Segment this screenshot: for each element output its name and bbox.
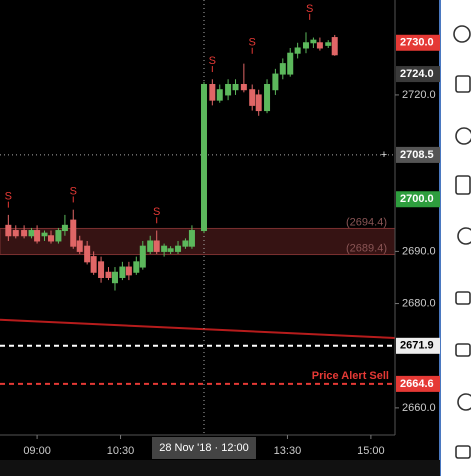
candle-body — [84, 245, 91, 263]
candle-body — [216, 89, 223, 101]
calendar-icon[interactable] — [455, 175, 471, 195]
price-badge — [396, 191, 440, 208]
candle-body — [287, 52, 294, 75]
candle-body — [34, 230, 41, 242]
y-tick-label: 2660.0 — [402, 402, 436, 414]
candle-body — [133, 261, 140, 273]
x-tick-label: 09:00 — [23, 445, 51, 457]
alert-label: Price Alert Sell — [312, 370, 389, 382]
signal-label: S — [306, 3, 313, 15]
candle-body — [249, 89, 256, 106]
price-badge-label: 2700.0 — [400, 193, 434, 205]
x-tick-label: 13:30 — [274, 445, 302, 457]
alarm-icon[interactable] — [453, 25, 471, 43]
candle-body — [139, 245, 146, 268]
signal-label: S — [209, 55, 216, 67]
candle-body — [310, 39, 317, 44]
toolbar — [440, 0, 471, 476]
candle-body — [272, 73, 279, 91]
candle-body — [316, 42, 323, 49]
candle-body — [279, 63, 286, 75]
price-badge-label: 2724.0 — [400, 68, 434, 80]
candle-body — [225, 83, 232, 96]
crosshair-y-badge — [396, 146, 440, 163]
candle-body — [209, 83, 216, 101]
signal-label: S — [153, 206, 160, 218]
plot-area — [0, 0, 396, 435]
crosshair-x-badge — [151, 437, 256, 459]
x-tick-label: 10:30 — [107, 445, 135, 457]
candle-body — [47, 235, 54, 242]
candle-body — [325, 42, 332, 46]
y-tick-label: 2680.0 — [402, 297, 436, 309]
candle-body — [153, 240, 160, 252]
zone-top-label: (2694.4) — [346, 216, 387, 228]
pie-icon[interactable] — [455, 127, 471, 145]
price-badge — [396, 375, 440, 392]
candle-body — [147, 240, 154, 252]
signal-label: S — [70, 185, 77, 197]
candle-body — [240, 83, 247, 91]
candle-body — [98, 261, 105, 278]
trend-line — [0, 318, 396, 339]
price-badge — [396, 66, 440, 83]
candle-body — [21, 230, 28, 237]
candle-body — [61, 224, 68, 232]
candle-body — [255, 94, 262, 112]
zone — [0, 227, 396, 256]
signal-label: S — [5, 191, 12, 203]
candle-body — [232, 83, 239, 91]
message-icon[interactable] — [455, 343, 471, 357]
candle-body — [70, 219, 77, 247]
broadcast-icon[interactable] — [457, 393, 471, 411]
candle-body — [302, 42, 309, 49]
candle-body — [119, 266, 126, 278]
crosshair-plus: + — [381, 149, 387, 161]
candle-body — [76, 240, 83, 252]
y-tick-label: 2690.0 — [402, 245, 436, 257]
price-badge-label: 2671.9 — [400, 340, 434, 352]
candle-body — [90, 256, 97, 273]
candle-body — [41, 232, 48, 237]
signal-label: S — [249, 37, 256, 49]
candle-body — [294, 47, 301, 54]
candle-body — [12, 230, 19, 237]
candle-body — [167, 248, 174, 252]
x-tick-label: 15:00 — [357, 445, 385, 457]
candle-body — [5, 224, 12, 237]
crosshair-x-label: 28 Nov '18 · 12:00 — [159, 442, 249, 454]
candle-body — [111, 271, 118, 284]
candle-body — [125, 266, 132, 276]
price-badge-label: 2664.6 — [400, 378, 434, 390]
help-icon[interactable] — [455, 445, 471, 459]
idea-icon[interactable] — [457, 227, 471, 245]
candle-body — [182, 240, 189, 247]
list-icon[interactable] — [455, 75, 471, 93]
candle-body — [264, 83, 271, 112]
candle-body — [28, 230, 35, 237]
candle-body — [188, 230, 195, 247]
y-tick-label: 2720.0 — [402, 89, 436, 101]
toolbar-icons — [453, 25, 471, 459]
price-badge — [396, 337, 440, 354]
candle-body — [55, 230, 62, 242]
status-bar — [0, 460, 440, 476]
candle-body — [161, 245, 168, 252]
chat-icon[interactable] — [455, 291, 471, 305]
zone-bottom-label: (2689.4) — [346, 242, 387, 254]
candle-body — [105, 271, 112, 278]
crosshair-y-label: 2708.5 — [400, 149, 434, 161]
candle-body — [200, 83, 207, 232]
price-badge — [396, 34, 440, 51]
price-badge-label: 2730.0 — [400, 37, 434, 49]
candle-body — [331, 37, 338, 56]
candle-body — [175, 245, 182, 252]
